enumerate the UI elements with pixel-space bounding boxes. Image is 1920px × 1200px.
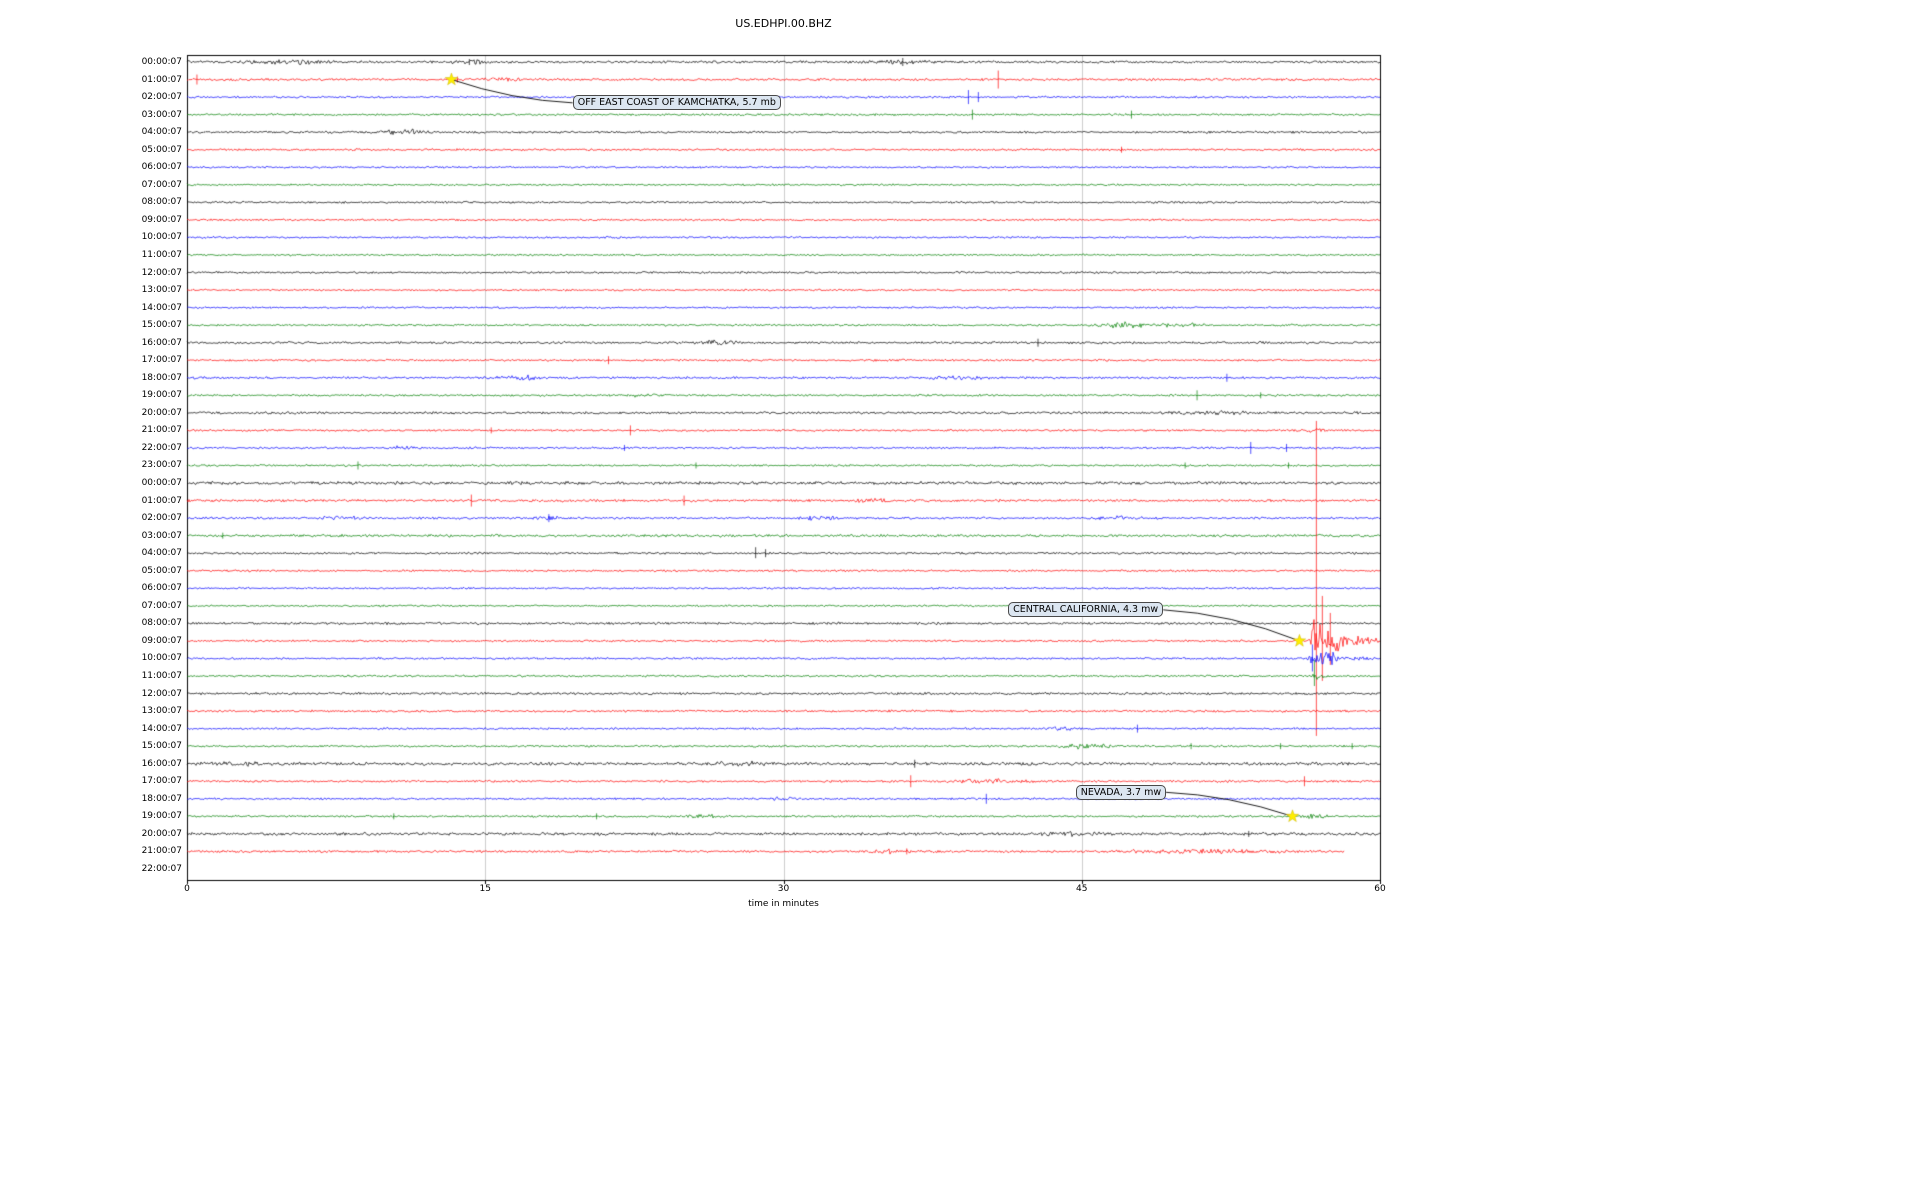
row-label: 11:00:07 — [141, 671, 182, 681]
row-label: 14:00:07 — [141, 302, 182, 313]
row-label: 15:00:07 — [141, 320, 182, 331]
row-label: 02:00:07 — [141, 92, 182, 103]
x-tick-label: 60 — [1374, 884, 1386, 894]
row-label: 08:00:07 — [141, 197, 182, 208]
row-label: 23:00:07 — [141, 460, 182, 471]
row-label: 20:00:07 — [141, 828, 182, 839]
row-label: 13:00:07 — [141, 285, 182, 296]
row-label: 15:00:07 — [141, 741, 182, 752]
row-label: 17:00:07 — [141, 776, 182, 787]
row-label: 03:00:07 — [141, 109, 182, 120]
row-label: 09:00:07 — [141, 635, 182, 646]
row-label: 09:00:07 — [141, 214, 182, 225]
row-label: 10:00:07 — [141, 653, 182, 664]
row-label: 22:00:07 — [141, 863, 182, 874]
row-label: 01:00:07 — [141, 74, 182, 85]
chart-title: US.EDHPI.00.BHZ — [735, 17, 832, 30]
row-label: 14:00:07 — [141, 723, 182, 734]
row-label: 06:00:07 — [141, 162, 182, 173]
x-axis-label: time in minutes — [748, 899, 819, 909]
row-label: 08:00:07 — [141, 618, 182, 629]
row-label: 16:00:07 — [141, 337, 182, 348]
row-label: 13:00:07 — [141, 706, 182, 717]
row-label: 19:00:07 — [141, 390, 182, 401]
row-label: 07:00:07 — [141, 179, 182, 190]
row-label: 21:00:07 — [141, 425, 182, 436]
row-label: 06:00:07 — [141, 583, 182, 594]
row-label: 16:00:07 — [141, 758, 182, 769]
row-label: 22:00:07 — [141, 442, 182, 453]
x-tick-label: 45 — [1076, 884, 1088, 894]
row-label: 20:00:07 — [141, 407, 182, 418]
row-label: 17:00:07 — [141, 355, 182, 366]
row-label: 01:00:07 — [141, 495, 182, 506]
row-label: 21:00:07 — [141, 846, 182, 857]
row-label: 10:00:07 — [141, 232, 182, 243]
x-tick-label: 30 — [777, 884, 790, 894]
row-label: 19:00:07 — [141, 811, 182, 822]
row-label: 02:00:07 — [141, 513, 182, 524]
row-label: 07:00:07 — [141, 600, 182, 611]
event-annotation: CENTRAL CALIFORNIA, 4.3 mw — [1008, 602, 1164, 618]
row-label: 04:00:07 — [141, 127, 182, 138]
event-annotation: NEVADA, 3.7 mw — [1075, 784, 1167, 800]
row-label: 18:00:07 — [141, 793, 182, 804]
x-tick-label: 0 — [184, 884, 190, 894]
row-label: 12:00:07 — [141, 267, 182, 278]
event-annotation: OFF EAST COAST OF KAMCHATKA, 5.7 mb — [572, 95, 781, 111]
row-label: 00:00:07 — [141, 478, 182, 489]
row-label: 03:00:07 — [141, 530, 182, 541]
row-label: 05:00:07 — [141, 565, 182, 576]
row-label: 18:00:07 — [141, 372, 182, 383]
row-label: 04:00:07 — [141, 548, 182, 559]
row-label: 00:00:07 — [141, 57, 182, 67]
row-label: 05:00:07 — [141, 144, 182, 155]
row-label: 11:00:07 — [141, 249, 182, 260]
row-label: 12:00:07 — [141, 688, 182, 699]
x-tick-label: 15 — [479, 884, 491, 894]
